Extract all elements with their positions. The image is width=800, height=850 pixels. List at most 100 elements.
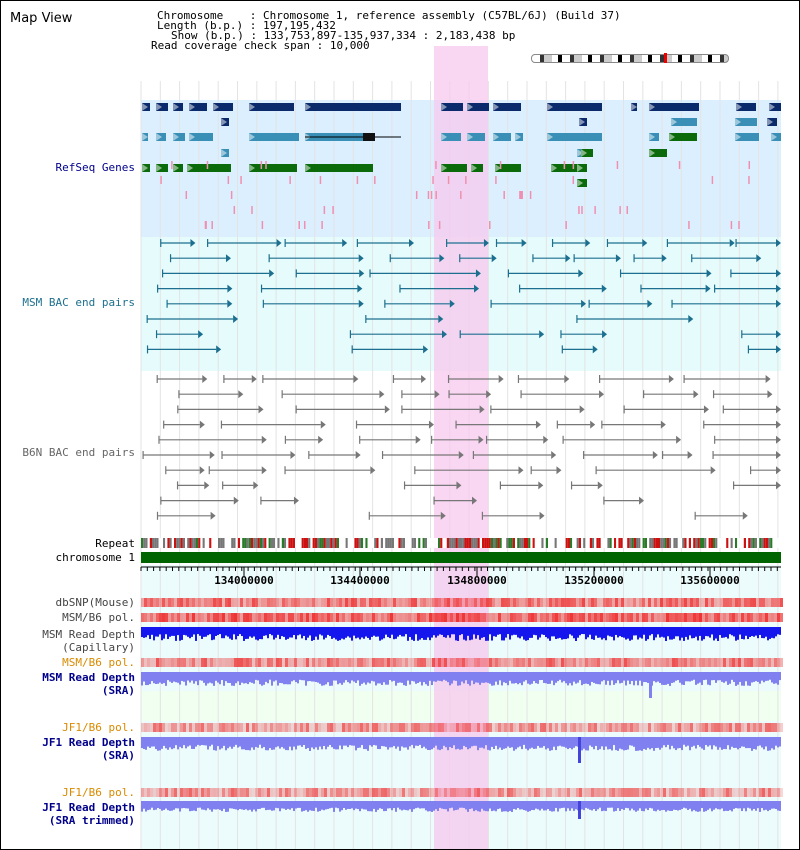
polymorphism-cell [618, 658, 621, 667]
b6n-bac-pair-end [710, 466, 716, 475]
track-label-msm-b6-pol-2[interactable]: MSM/B6 pol. [62, 656, 135, 669]
track-label-jf1-depth-trim[interactable]: JF1 Read Depth [42, 801, 135, 814]
msm-bac-pair-end [578, 269, 584, 278]
repeat-mark [431, 538, 434, 548]
repeat-mark [609, 538, 612, 548]
polymorphism-cell [651, 723, 654, 732]
msm-bac-pair-end [225, 254, 231, 263]
track-label-refseq[interactable]: RefSeq Genes [55, 161, 135, 174]
b6n-bac-pair-end [353, 375, 359, 383]
polymorphism-cell [516, 723, 519, 732]
repeat-mark [273, 538, 276, 548]
read-depth-bar [333, 672, 335, 681]
read-depth-bar [677, 801, 679, 811]
read-depth-bar [185, 672, 187, 686]
track-label-msm-depth-sra[interactable]: MSM Read Depth [42, 671, 135, 684]
read-depth-bar [731, 801, 733, 812]
read-depth-bar [407, 737, 409, 750]
polymorphism-cell [387, 598, 390, 607]
read-depth-bar [669, 627, 671, 640]
repeat-mark [506, 538, 509, 548]
polymorphism-cell [405, 598, 408, 607]
track-label-jf1-depth-sra[interactable]: JF1 Read Depth [42, 736, 135, 749]
polymorphism-cell [282, 658, 285, 667]
gene-block [735, 118, 757, 126]
polymorphism-cell [327, 613, 330, 622]
read-depth-bar [287, 627, 289, 639]
read-depth-bar [489, 737, 491, 751]
read-depth-bar [255, 737, 257, 748]
track-label-msm-b6-pol[interactable]: MSM/B6 pol. [62, 611, 135, 624]
read-depth-bar [707, 672, 709, 685]
read-depth-bar [775, 627, 777, 637]
repeat-mark [607, 538, 610, 548]
gene-arrow [305, 164, 311, 172]
b6n-bac-pair-end [238, 390, 244, 399]
polymorphism-cell [189, 598, 192, 607]
track-label-msm-bac[interactable]: MSM BAC end pairs [22, 296, 135, 309]
repeat-mark [387, 538, 390, 548]
gene-block [441, 133, 461, 141]
read-depth-bar [201, 801, 203, 810]
polymorphism-cell [519, 598, 522, 607]
read-depth-bar [691, 737, 693, 747]
read-depth-bar [531, 627, 533, 638]
polymorphism-cell [426, 723, 429, 732]
read-depth-bar [207, 801, 209, 809]
polymorphism-cell [165, 788, 168, 797]
read-depth-bar [365, 672, 367, 685]
b6n-bac-pair-end [556, 466, 562, 475]
read-depth-bar [513, 801, 515, 810]
read-depth-bar [347, 627, 349, 637]
read-depth-bar [431, 737, 433, 750]
track-label-msm-depth-cap[interactable]: MSM Read Depth [42, 628, 135, 641]
read-depth-bar [551, 672, 553, 681]
read-depth-bar [197, 672, 199, 686]
track-label-jf1-b6-pol-2[interactable]: JF1/B6 pol. [62, 786, 135, 799]
read-depth-bar [529, 627, 531, 638]
read-depth-bar [693, 627, 695, 639]
polymorphism-cell [444, 598, 447, 607]
polymorphism-cell [645, 723, 648, 732]
read-depth-bar [673, 672, 675, 683]
read-depth-bar [211, 801, 213, 812]
polymorphism-cell [432, 613, 435, 622]
read-depth-bar [443, 672, 445, 680]
read-depth-bar [707, 627, 709, 637]
b6n-bac-pair-end [703, 405, 709, 414]
read-depth-bar [451, 672, 453, 684]
polymorphism-cell [216, 723, 219, 732]
track-label-jf1-b6-pol[interactable]: JF1/B6 pol. [62, 721, 135, 734]
polymorphism-cell [321, 598, 324, 607]
polymorphism-cell [177, 613, 180, 622]
repeat-mark [207, 538, 210, 548]
read-depth-bar [445, 672, 447, 681]
read-depth-bar [777, 737, 779, 748]
polymorphism-cell [324, 598, 327, 607]
repeat-mark [156, 538, 159, 548]
repeat-mark [583, 538, 586, 548]
polymorphism-cell [219, 613, 222, 622]
read-depth-bar [555, 737, 557, 751]
repeat-mark [592, 538, 595, 548]
read-depth-bar [485, 737, 487, 746]
polymorphism-cell [405, 658, 408, 667]
chromosome-ideogram[interactable] [531, 53, 729, 63]
polymorphism-cell [585, 723, 588, 732]
read-depth-bar [541, 737, 543, 748]
track-label-b6n-bac[interactable]: B6N BAC end pairs [22, 446, 135, 459]
polymorphism-cell [702, 658, 705, 667]
polymorphism-cell [636, 658, 639, 667]
read-depth-bar [241, 737, 243, 750]
track-label-chromosome[interactable]: chromosome 1 [55, 551, 135, 564]
read-depth-bar [631, 737, 633, 746]
gene-tick [499, 161, 502, 169]
track-label-repeat[interactable]: Repeat [95, 537, 135, 550]
polymorphism-cell [423, 598, 426, 607]
track-label-dbsnp[interactable]: dbSNP(Mouse) [55, 596, 135, 609]
polymorphism-cell [729, 788, 732, 797]
polymorphism-cell [549, 613, 552, 622]
read-depth-bar [605, 627, 607, 641]
track-label-jf1-depth-sra-sub: (SRA) [101, 749, 135, 762]
